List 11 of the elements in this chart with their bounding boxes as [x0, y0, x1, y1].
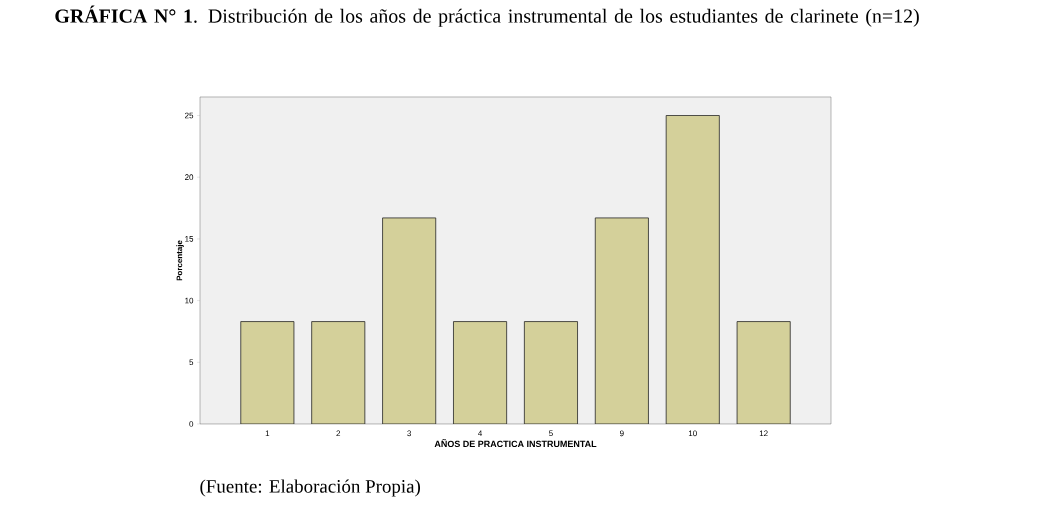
bar	[382, 217, 437, 424]
bar	[453, 321, 508, 424]
chart-title: GRÁFICA N° 1. Distribución de los años de práctica instrumental de los estudiantes de clarinete (n=12)	[55, 5, 919, 27]
bar	[240, 321, 295, 424]
bar	[311, 321, 366, 424]
bar	[594, 217, 649, 424]
bar	[736, 321, 791, 424]
bar	[665, 115, 720, 424]
bar	[523, 321, 578, 424]
x-axis-title: AÑOS DE PRACTICA INSTRUMENTAL	[434, 438, 597, 448]
text: (Fuente: Elaboración Propia)	[200, 479, 421, 497]
